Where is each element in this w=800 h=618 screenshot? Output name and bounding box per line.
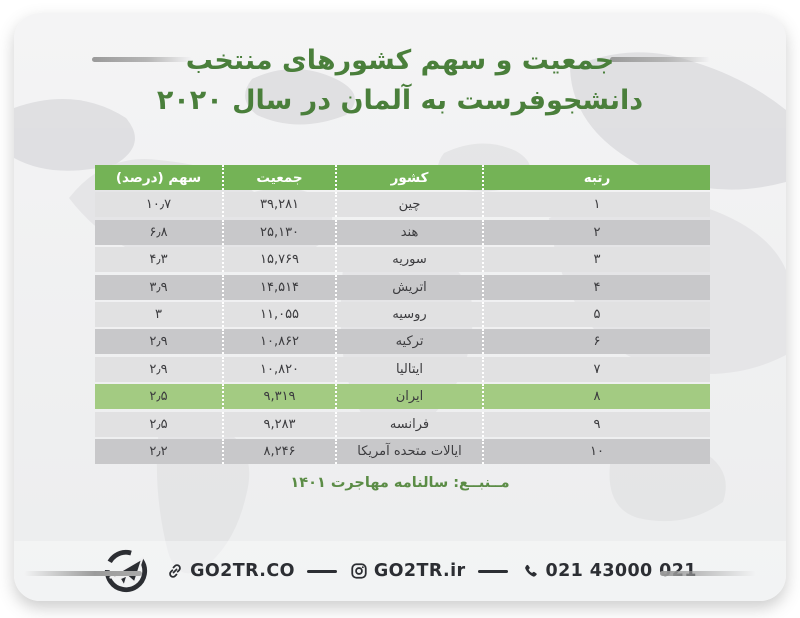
table-row: ۴ اتریش ۱۴,۵۱۴ ۳٫۹ [95,274,710,300]
table-row: ۵ روسیه ۱۱,۰۵۵ ۳ [95,301,710,327]
footer-divider [477,569,508,573]
cell-country: ترکیه [335,329,482,355]
cell-rank: ۷ [482,356,710,382]
header-country: کشور [335,165,482,190]
table-row: ۶ ترکیه ۱۰,۸۶۲ ۲٫۹ [95,329,710,355]
cell-country: ایتالیا [335,356,482,382]
cell-country: سوریه [335,247,482,273]
website-link: GO2TR.CO [190,561,295,581]
cell-share: ۶٫۸ [95,219,222,245]
cell-rank: ۱۰ [482,438,710,464]
table-row: ۳ سوریه ۱۵,۷۶۹ ۴٫۳ [95,247,710,273]
link-icon [167,563,183,579]
cell-share: ۲٫۵ [95,384,222,410]
page-title: جمعیت و سهم کشورهای منتخب دانشجوفرست به … [14,41,786,121]
cell-population: ۱۵,۷۶۹ [222,247,335,273]
footer-divider [306,569,337,573]
cell-population: ۱۰,۸۶۲ [222,329,335,355]
cell-share: ۲٫۹ [95,356,222,382]
cell-country: فرانسه [335,411,482,437]
footer-line-right [660,571,756,576]
countries-table: رتبه کشور جمعیت سهم (درصد) ۱ چین ۳۹,۲۸۱ … [95,165,710,466]
cell-share: ۲٫۵ [95,411,222,437]
infographic-card: جمعیت و سهم کشورهای منتخب دانشجوفرست به … [14,13,786,601]
footer-line-left [24,571,142,576]
header-rank: رتبه [482,165,710,190]
table-row: ۹ فرانسه ۹,۲۸۳ ۲٫۵ [95,411,710,437]
header-population: جمعیت [222,165,335,190]
cell-country: ایران [335,384,482,410]
cell-rank: ۵ [482,301,710,327]
cell-share: ۲٫۹ [95,329,222,355]
cell-population: ۲۵,۱۳۰ [222,219,335,245]
header-share: سهم (درصد) [95,165,222,190]
phone-icon [522,563,539,580]
title-dash-right [610,57,710,62]
table-row: ۱ چین ۳۹,۲۸۱ ۱۰٫۷ [95,192,710,218]
cell-rank: ۴ [482,274,710,300]
cell-population: ۳۹,۲۸۱ [222,192,335,218]
cell-rank: ۶ [482,329,710,355]
cell-share: ۲٫۲ [95,438,222,464]
cell-country: اتریش [335,274,482,300]
source-note: مــنبــع: سالنامه مهاجرت ۱۴۰۱ [290,475,510,491]
go2tr-logo-icon [103,548,149,594]
table-row: ۸ ایران ۹,۳۱۹ ۲٫۵ [95,384,710,410]
table-header-row: رتبه کشور جمعیت سهم (درصد) [95,165,710,190]
table-row: ۱۰ ایالات متحده آمریکا ۸,۲۴۶ ۲٫۲ [95,438,710,464]
cell-rank: ۱ [482,192,710,218]
table-row: ۷ ایتالیا ۱۰,۸۲۰ ۲٫۹ [95,356,710,382]
cell-country: ایالات متحده آمریکا [335,438,482,464]
cell-population: ۱۴,۵۱۴ [222,274,335,300]
instagram-handle: GO2TR.ir [373,561,466,581]
title-line-2: دانشجوفرست به آلمان در سال ۲۰۲۰ [156,85,644,116]
cell-population: ۹,۳۱۹ [222,384,335,410]
footer: GO2TR.CO GO2TR.ir 021 43000 021 [14,541,786,601]
table-body: ۱ چین ۳۹,۲۸۱ ۱۰٫۷ ۲ هند ۲۵,۱۳۰ ۶٫۸ ۳ سور… [95,192,710,464]
cell-rank: ۳ [482,247,710,273]
cell-population: ۱۱,۰۵۵ [222,301,335,327]
instagram-icon [351,563,367,579]
cell-population: ۱۰,۸۲۰ [222,356,335,382]
cell-share: ۳ [95,301,222,327]
title-line-1: جمعیت و سهم کشورهای منتخب [185,45,615,76]
title-dash-left [92,57,192,62]
phone-number: 021 43000 021 [545,561,697,581]
cell-share: ۳٫۹ [95,274,222,300]
cell-country: هند [335,219,482,245]
cell-country: چین [335,192,482,218]
cell-population: ۸,۲۴۶ [222,438,335,464]
cell-country: روسیه [335,301,482,327]
table-row: ۲ هند ۲۵,۱۳۰ ۶٫۸ [95,219,710,245]
cell-share: ۱۰٫۷ [95,192,222,218]
cell-rank: ۲ [482,219,710,245]
cell-share: ۴٫۳ [95,247,222,273]
cell-rank: ۹ [482,411,710,437]
cell-population: ۹,۲۸۳ [222,411,335,437]
cell-rank: ۸ [482,384,710,410]
